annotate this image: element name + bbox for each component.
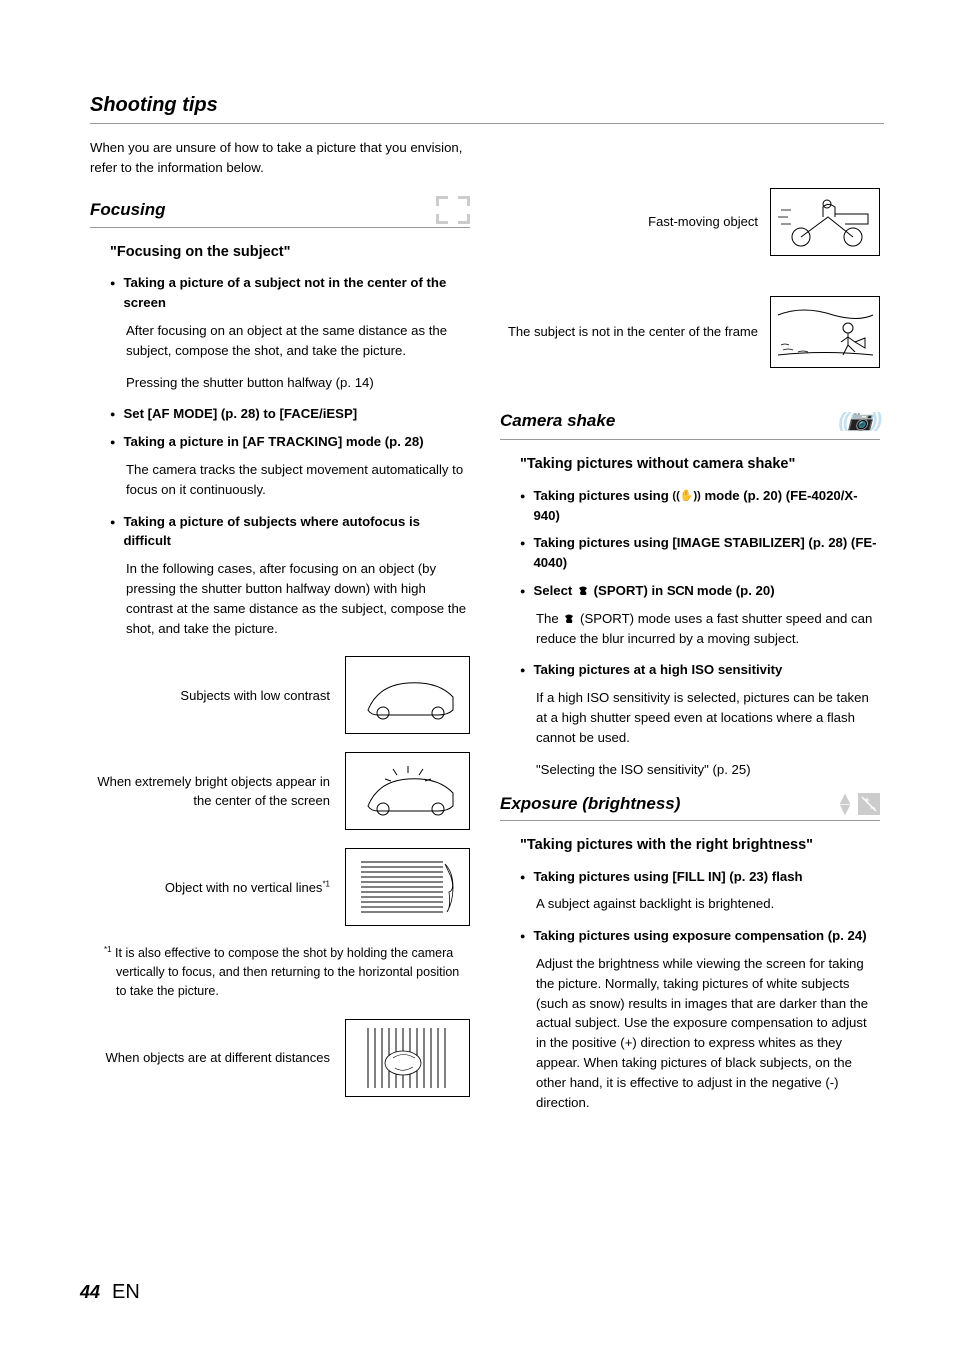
plus-minus-icon: +− — [858, 793, 880, 815]
example-label: Object with no vertical lines*1 — [90, 878, 330, 898]
example-label: The subject is not in the center of the … — [500, 322, 758, 342]
exposure-header: Exposure (brightness) ▲▼ +− — [500, 791, 880, 821]
exposure-subheading: "Taking pictures with the right brightne… — [520, 835, 880, 857]
intro-text: When you are unsure of how to take a pic… — [90, 138, 470, 178]
example-label: When extremely bright objects appear in … — [90, 772, 330, 811]
example-row: When extremely bright objects appear in … — [90, 752, 470, 830]
bullet-item: Taking pictures using ((✋)) mode (p. 20)… — [520, 486, 880, 526]
hand-shake-icon: ((✋)) — [672, 488, 700, 505]
body-post: (SPORT) mode uses a fast shutter speed a… — [536, 611, 872, 646]
example-image-off-center — [770, 296, 880, 368]
lang-label: EN — [112, 1277, 140, 1307]
camera-shake-icon: ((📷)) — [838, 406, 880, 436]
focusing-header: Focusing — [90, 196, 470, 228]
shake-header: Camera shake ((📷)) — [500, 406, 880, 440]
example-image-low-contrast — [345, 656, 470, 734]
sport-icon — [562, 612, 576, 626]
example-label: Subjects with low contrast — [90, 686, 330, 706]
focusing-title: Focusing — [90, 197, 166, 223]
exposure-icon-group: ▲▼ +− — [836, 793, 880, 815]
bullet-text: Taking pictures using exposure compensat… — [533, 926, 866, 946]
bullet-post: mode (p. 20) — [693, 583, 774, 598]
example-image-distances — [345, 1019, 470, 1097]
focusing-subheading: "Focusing on the subject" — [110, 242, 470, 264]
body-text: Pressing the shutter button halfway (p. … — [126, 373, 470, 393]
bullet-item: Taking a picture of subjects where autof… — [110, 512, 470, 552]
example-row: Subjects with low contrast — [90, 656, 470, 734]
footnote: *1 It is also effective to compose the s… — [104, 944, 470, 1000]
section-header: Shooting tips — [90, 90, 884, 124]
example-label: When objects are at different distances — [90, 1048, 330, 1068]
bullet-item: Taking pictures at a high ISO sensitivit… — [520, 660, 880, 680]
bullet-text: Taking pictures using [IMAGE STABILIZER]… — [533, 533, 880, 573]
bullet-text: Taking pictures using ((✋)) mode (p. 20)… — [533, 486, 880, 526]
bullet-text: Set [AF MODE] (p. 28) to [FACE/iESP] — [123, 404, 357, 424]
bullet-item: Taking a picture in [AF TRACKING] mode (… — [110, 432, 470, 452]
bullet-pre: Select — [533, 583, 576, 598]
example-row: The subject is not in the center of the … — [500, 296, 880, 368]
example-image-bright-center — [345, 752, 470, 830]
focus-bracket-icon — [436, 196, 470, 224]
page-footer: 44 EN — [80, 1277, 140, 1307]
bullet-item: Set [AF MODE] (p. 28) to [FACE/iESP] — [110, 404, 470, 424]
bullet-item: Select (SPORT) in SCN mode (p. 20) — [520, 581, 880, 601]
body-pre: The — [536, 611, 562, 626]
bullet-text: Taking a picture of subjects where autof… — [123, 512, 470, 552]
body-text: The camera tracks the subject movement a… — [126, 460, 470, 500]
bullet-item: Taking a picture of a subject not in the… — [110, 273, 470, 313]
bullet-text: Taking pictures using [FILL IN] (p. 23) … — [533, 867, 802, 887]
left-column: When you are unsure of how to take a pic… — [90, 138, 470, 1124]
example-row: When objects are at different distances — [90, 1019, 470, 1097]
example-row: Fast-moving object — [500, 188, 880, 256]
body-text: Adjust the brightness while viewing the … — [536, 954, 880, 1112]
body-text: "Selecting the ISO sensitivity" (p. 25) — [536, 760, 880, 780]
body-text: In the following cases, after focusing o… — [126, 559, 470, 638]
right-column: Fast-moving object The subject is not in… — [500, 138, 880, 1124]
example-image-no-vertical — [345, 848, 470, 926]
bullet-item: Taking pictures using [FILL IN] (p. 23) … — [520, 867, 880, 887]
shake-title: Camera shake — [500, 408, 615, 434]
exposure-title: Exposure (brightness) — [500, 791, 680, 817]
bullet-mid: (SPORT) in — [590, 583, 667, 598]
body-text: After focusing on an object at the same … — [126, 321, 470, 361]
bullet-text: Taking a picture in [AF TRACKING] mode (… — [123, 432, 423, 452]
shake-subheading: "Taking pictures without camera shake" — [520, 454, 880, 476]
bullet-text: Taking a picture of a subject not in the… — [123, 273, 470, 313]
body-text: A subject against backlight is brightene… — [536, 894, 880, 914]
body-text: The (SPORT) mode uses a fast shutter spe… — [536, 609, 880, 649]
sport-icon — [576, 584, 590, 598]
body-text: If a high ISO sensitivity is selected, p… — [536, 688, 880, 747]
bullet-text: Select (SPORT) in SCN mode (p. 20) — [533, 581, 774, 601]
section-title: Shooting tips — [90, 90, 218, 120]
bullet-text: Taking pictures at a high ISO sensitivit… — [533, 660, 782, 680]
scn-label: SCN — [667, 583, 693, 598]
bullet-pre: Taking pictures using — [533, 488, 672, 503]
arrows-icon: ▲▼ — [836, 793, 854, 815]
example-label-text: Object with no vertical lines — [165, 880, 323, 895]
footnote-text: It is also effective to compose the shot… — [115, 946, 459, 998]
footnote-mark: *1 — [104, 945, 112, 954]
page-number: 44 — [80, 1279, 100, 1306]
example-image-fast-moving — [770, 188, 880, 256]
example-row: Object with no vertical lines*1 — [90, 848, 470, 926]
bullet-item: Taking pictures using exposure compensat… — [520, 926, 880, 946]
bullet-item: Taking pictures using [IMAGE STABILIZER]… — [520, 533, 880, 573]
svg-text:−: − — [870, 803, 876, 813]
example-label: Fast-moving object — [500, 212, 758, 232]
footnote-ref: *1 — [322, 879, 330, 888]
